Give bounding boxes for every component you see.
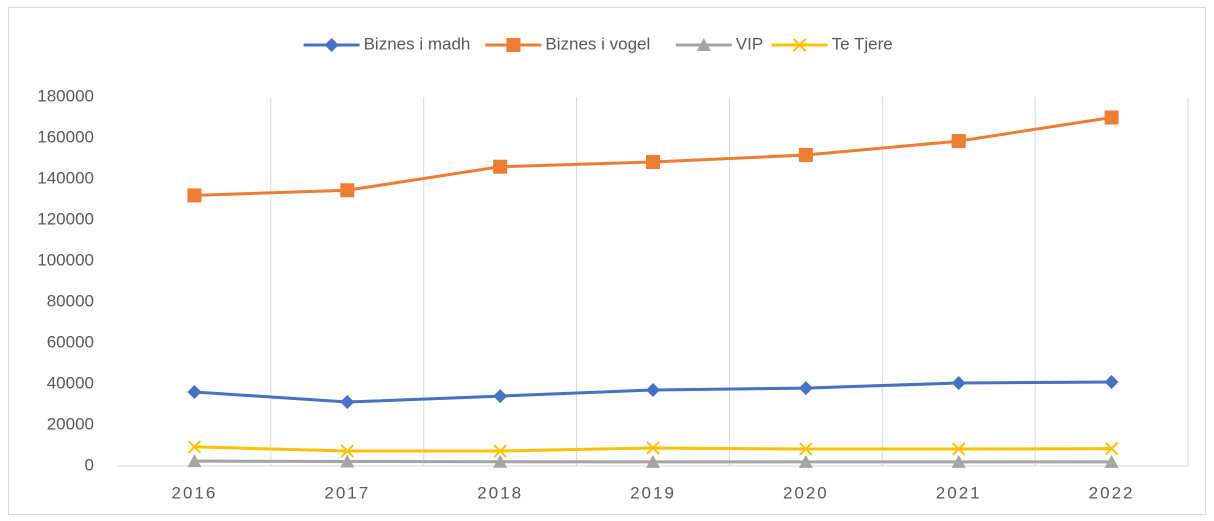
point-marker bbox=[798, 148, 813, 163]
legend-label: VIP bbox=[736, 34, 763, 53]
point-marker bbox=[952, 442, 966, 456]
x-tick-label: 2017 bbox=[324, 483, 370, 502]
x-tick-label: 2018 bbox=[477, 483, 523, 502]
point-marker bbox=[646, 154, 660, 169]
legend-label: Biznes i madh bbox=[364, 34, 471, 53]
x-tick-label: 2022 bbox=[1089, 483, 1135, 502]
point-marker bbox=[798, 454, 813, 468]
y-tick-label: 60000 bbox=[47, 332, 94, 351]
legend-label: Biznes i vogel bbox=[545, 34, 650, 53]
y-tick-label: 0 bbox=[85, 455, 94, 474]
x-tick-label: 2020 bbox=[783, 483, 829, 502]
legend: Biznes i madh Biznes i vogel VIP Te Tjere bbox=[303, 34, 893, 53]
point-marker bbox=[951, 375, 966, 390]
y-tick-label: 80000 bbox=[47, 291, 94, 310]
point-marker bbox=[340, 454, 355, 468]
legend-marker bbox=[696, 38, 711, 51]
point-marker bbox=[187, 384, 202, 399]
point-marker bbox=[646, 441, 660, 455]
point-marker bbox=[340, 395, 355, 410]
legend-marker bbox=[324, 38, 339, 52]
point-marker bbox=[187, 440, 202, 454]
point-marker bbox=[951, 454, 966, 468]
legend-marker bbox=[792, 38, 807, 52]
point-marker bbox=[1104, 110, 1119, 125]
x-tick-label: 2021 bbox=[936, 483, 982, 502]
y-tick-label: 120000 bbox=[37, 209, 94, 228]
point-marker bbox=[340, 444, 354, 458]
y-tick-label: 160000 bbox=[37, 127, 94, 146]
point-marker bbox=[1104, 374, 1119, 389]
y-tick-label: 100000 bbox=[37, 250, 94, 269]
legend-label: Te Tjere bbox=[832, 34, 893, 53]
y-tick-label: 180000 bbox=[37, 86, 94, 105]
point-marker bbox=[951, 134, 966, 149]
point-marker bbox=[340, 183, 355, 198]
point-marker bbox=[799, 442, 813, 456]
point-marker bbox=[1104, 441, 1119, 456]
point-marker bbox=[1104, 454, 1119, 468]
point-marker bbox=[493, 444, 507, 458]
x-tick-label: 2016 bbox=[172, 483, 218, 502]
point-marker bbox=[493, 159, 508, 174]
legend-marker bbox=[506, 38, 521, 52]
point-marker bbox=[493, 454, 508, 468]
point-marker bbox=[187, 188, 202, 203]
point-marker bbox=[187, 454, 202, 468]
y-tick-label: 40000 bbox=[47, 373, 94, 392]
x-tick-label: 2019 bbox=[630, 483, 676, 502]
point-marker bbox=[798, 381, 813, 396]
y-tick-label: 140000 bbox=[37, 168, 94, 187]
point-marker bbox=[646, 454, 660, 468]
point-marker bbox=[646, 382, 660, 397]
point-marker bbox=[493, 389, 508, 404]
y-tick-label: 20000 bbox=[47, 414, 94, 433]
chart-border bbox=[8, 7, 1206, 515]
